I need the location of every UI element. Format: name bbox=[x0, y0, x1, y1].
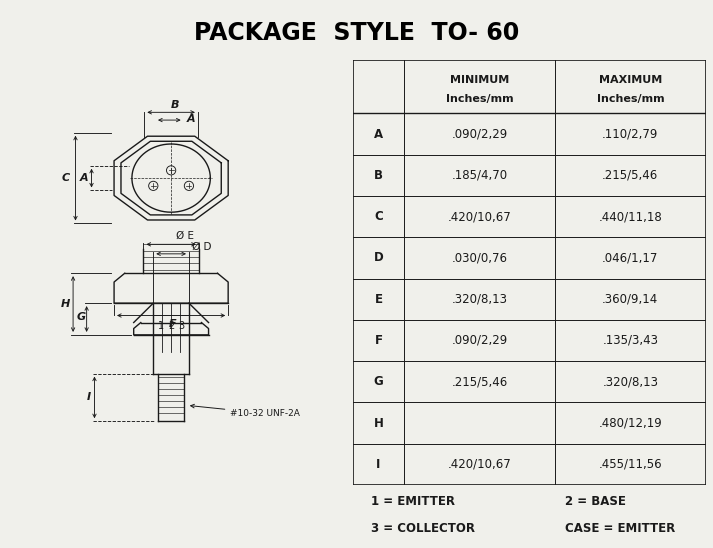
Text: H: H bbox=[374, 416, 384, 430]
Text: H: H bbox=[61, 299, 69, 309]
Text: Ø D: Ø D bbox=[192, 242, 211, 252]
Text: .480/12,19: .480/12,19 bbox=[598, 416, 662, 430]
Text: CASE = EMITTER: CASE = EMITTER bbox=[565, 522, 675, 535]
Text: A: A bbox=[187, 113, 196, 124]
Text: .215/5,46: .215/5,46 bbox=[451, 375, 508, 388]
Text: B: B bbox=[170, 100, 179, 110]
Text: #10-32 UNF-2A: #10-32 UNF-2A bbox=[190, 404, 300, 418]
Text: 2 = BASE: 2 = BASE bbox=[565, 495, 625, 508]
Text: .090/2,29: .090/2,29 bbox=[451, 128, 508, 140]
Text: G: G bbox=[374, 375, 384, 388]
Text: F: F bbox=[169, 319, 177, 329]
Text: MINIMUM: MINIMUM bbox=[450, 76, 509, 85]
Text: C: C bbox=[62, 173, 70, 183]
Text: .030/0,76: .030/0,76 bbox=[451, 252, 508, 264]
Text: PACKAGE  STYLE  TO- 60: PACKAGE STYLE TO- 60 bbox=[194, 21, 519, 45]
Text: G: G bbox=[76, 312, 86, 322]
Text: A: A bbox=[79, 173, 88, 183]
Text: MAXIMUM: MAXIMUM bbox=[599, 76, 662, 85]
Text: 3 = COLLECTOR: 3 = COLLECTOR bbox=[371, 522, 475, 535]
Text: .215/5,46: .215/5,46 bbox=[602, 169, 659, 182]
Text: .455/11,56: .455/11,56 bbox=[598, 458, 662, 471]
Text: .135/3,43: .135/3,43 bbox=[602, 334, 658, 347]
Text: .046/1,17: .046/1,17 bbox=[602, 252, 659, 264]
Text: B: B bbox=[374, 169, 383, 182]
Text: .185/4,70: .185/4,70 bbox=[451, 169, 508, 182]
Text: I: I bbox=[87, 392, 91, 402]
Text: E: E bbox=[374, 293, 382, 306]
Text: .110/2,79: .110/2,79 bbox=[602, 128, 659, 140]
Text: C: C bbox=[374, 210, 383, 223]
Text: 2: 2 bbox=[169, 321, 175, 331]
Text: A: A bbox=[374, 128, 383, 140]
Text: F: F bbox=[374, 334, 382, 347]
Text: 1 = EMITTER: 1 = EMITTER bbox=[371, 495, 455, 508]
Text: .420/10,67: .420/10,67 bbox=[448, 458, 511, 471]
Text: 3: 3 bbox=[179, 321, 185, 331]
Text: Ø E: Ø E bbox=[177, 231, 195, 241]
Text: .320/8,13: .320/8,13 bbox=[451, 293, 508, 306]
Text: 1: 1 bbox=[158, 321, 164, 331]
Text: .420/10,67: .420/10,67 bbox=[448, 210, 511, 223]
Text: D: D bbox=[374, 252, 384, 264]
Text: I: I bbox=[376, 458, 381, 471]
Text: .320/8,13: .320/8,13 bbox=[602, 375, 658, 388]
Text: Inches/mm: Inches/mm bbox=[446, 94, 513, 104]
Text: .360/9,14: .360/9,14 bbox=[602, 293, 659, 306]
Text: .440/11,18: .440/11,18 bbox=[598, 210, 662, 223]
Text: .090/2,29: .090/2,29 bbox=[451, 334, 508, 347]
Text: Inches/mm: Inches/mm bbox=[597, 94, 664, 104]
